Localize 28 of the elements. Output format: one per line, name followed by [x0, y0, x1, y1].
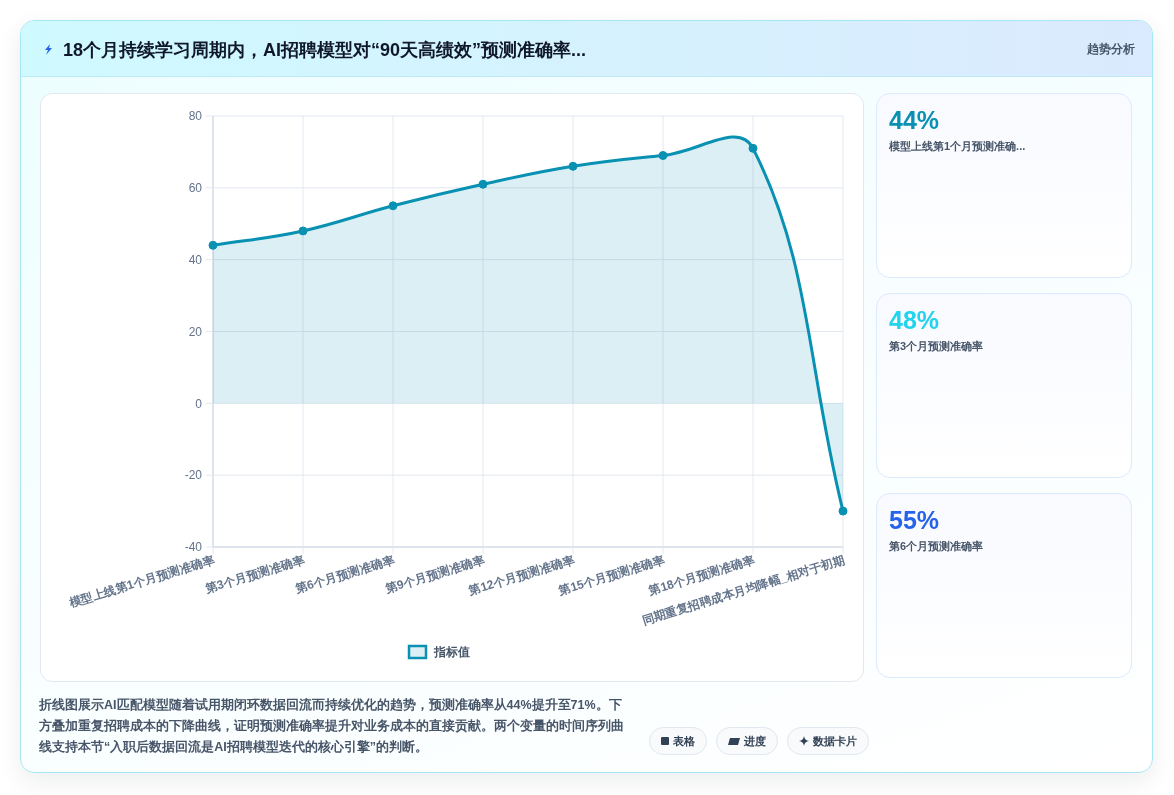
category-label: 第3个月预测准确率	[889, 339, 984, 353]
point	[658, 151, 668, 160]
y-tick-label: 0	[195, 396, 203, 411]
chart-title: 18个月持续学习周期内，AI招聘模型对“90天高绩效”预测准确率...	[63, 39, 587, 62]
legend-label: 指标值	[433, 645, 470, 660]
point	[838, 506, 848, 516]
y-tick-label: 20	[188, 324, 203, 339]
y-tick-label: 60	[188, 181, 203, 196]
category-label: 模型上线第1个月预测准确...	[889, 139, 1026, 153]
y-tick-label: 80	[188, 109, 203, 124]
y-tick-label: -40	[184, 540, 203, 555]
text: 数据卡片	[813, 733, 857, 749]
text: 折线图展示AI匹配模型随着试用期闭环数据回流而持续优化的趋势，预测准确率从44%提升至71%。下方叠加重复招聘成本的下降曲线，证明预测准确率提升对业务成本的直接贡献。两个变量的时间序列曲线支持本节“入职后数据回流是AI招聘模型迭代的核心引擎”的判断。	[39, 696, 625, 756]
y-tick-label: 40	[188, 252, 203, 267]
point	[388, 201, 398, 211]
y-tick-label: -20	[184, 468, 203, 483]
point	[748, 143, 758, 153]
point	[298, 226, 308, 236]
text: 48%	[889, 306, 940, 334]
point	[478, 179, 488, 189]
point	[208, 240, 218, 250]
text: 55%	[889, 506, 940, 534]
text: 趋势分析	[1087, 41, 1135, 58]
point	[568, 161, 578, 171]
category-label: 第6个月预测准确率	[889, 539, 984, 553]
text: 44%	[889, 106, 940, 134]
text: 表格	[673, 733, 695, 749]
text: 进度	[744, 733, 766, 749]
